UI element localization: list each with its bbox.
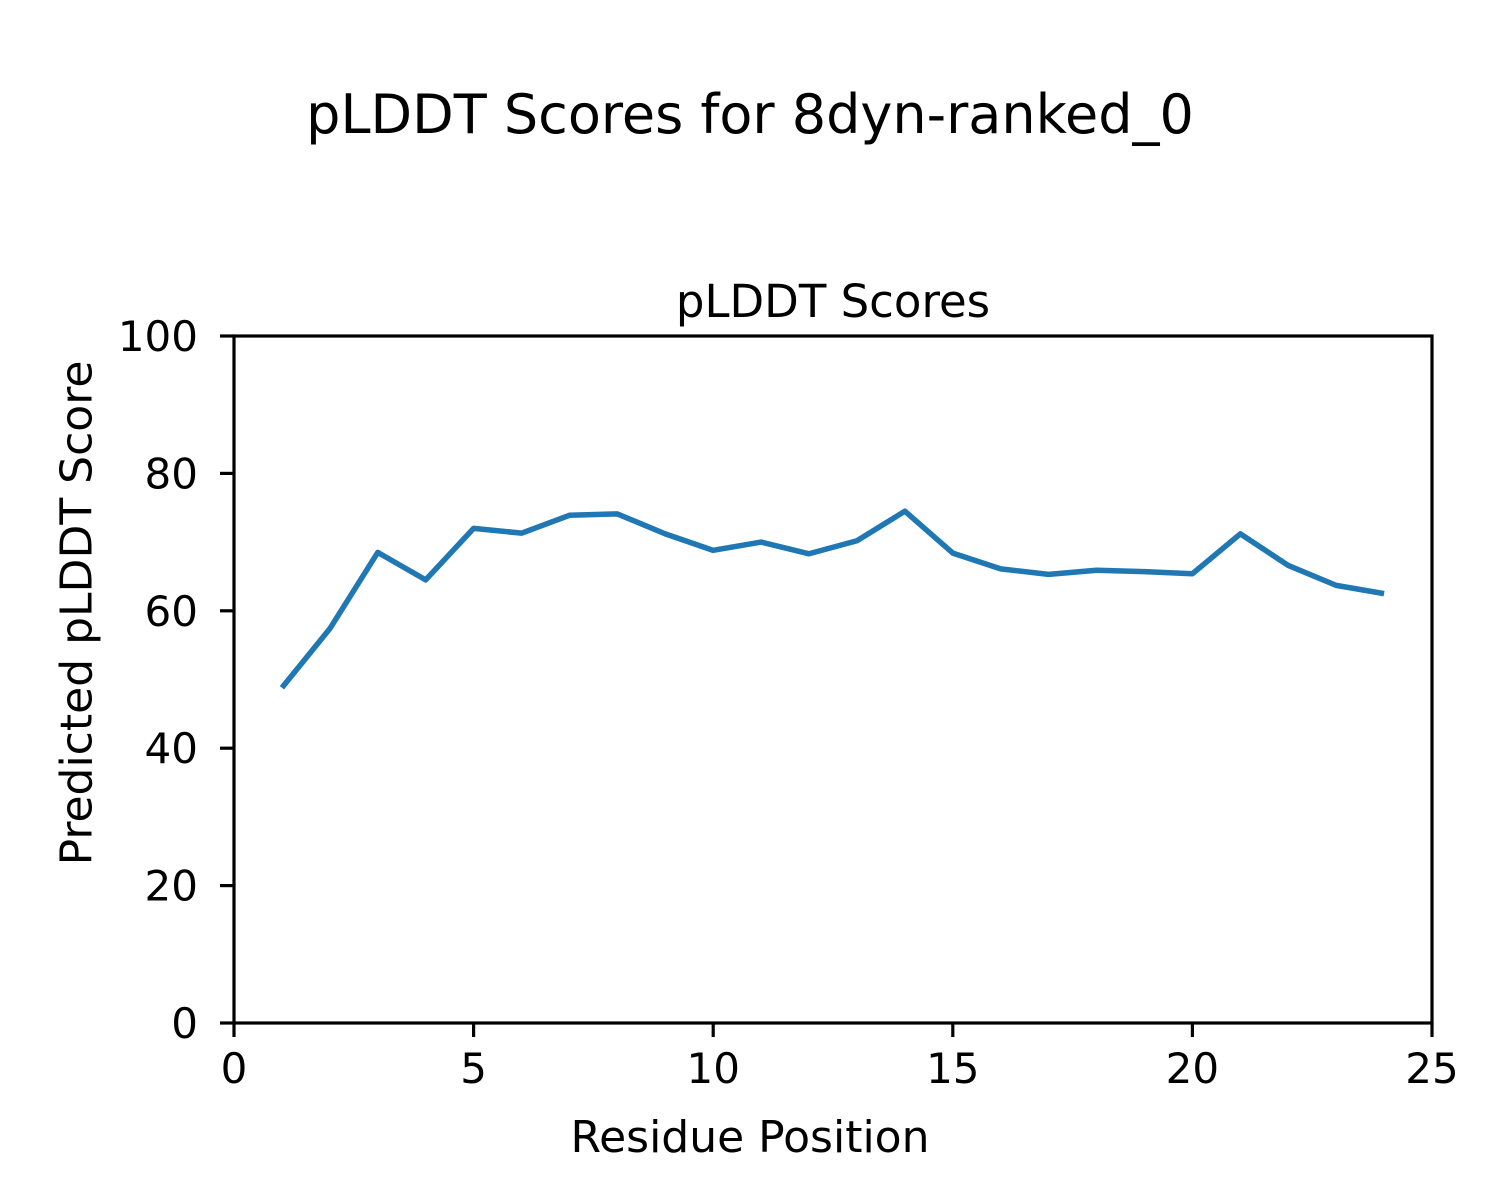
axes-title: pLDDT Scores [675, 275, 991, 328]
y-tick-label: 40 [145, 724, 198, 773]
axis-ticks [220, 334, 1434, 1037]
x-tick-label: 25 [1405, 1044, 1458, 1093]
plddt-line [279, 508, 1385, 690]
plot-border [232, 334, 1434, 1025]
y-tick-label: 0 [171, 999, 198, 1048]
x-axis-label: Residue Position [570, 1112, 930, 1163]
figure-title: pLDDT Scores for 8dyn-ranked_0 [306, 83, 1194, 146]
x-tick-label: 5 [460, 1044, 487, 1093]
x-tick-label: 0 [221, 1044, 248, 1093]
tick-labels: 0 5 10 15 20 25 0 20 40 60 80 100 [118, 312, 1459, 1093]
y-tick-label: 80 [145, 449, 198, 498]
x-tick-label: 10 [686, 1044, 739, 1093]
x-tick-label: 15 [926, 1044, 979, 1093]
y-tick-label: 100 [118, 312, 198, 361]
y-axis-label: Predicted pLDDT Score [51, 360, 103, 866]
y-tick-label: 20 [145, 862, 198, 911]
x-tick-label: 20 [1166, 1044, 1219, 1093]
y-tick-label: 60 [145, 587, 198, 636]
